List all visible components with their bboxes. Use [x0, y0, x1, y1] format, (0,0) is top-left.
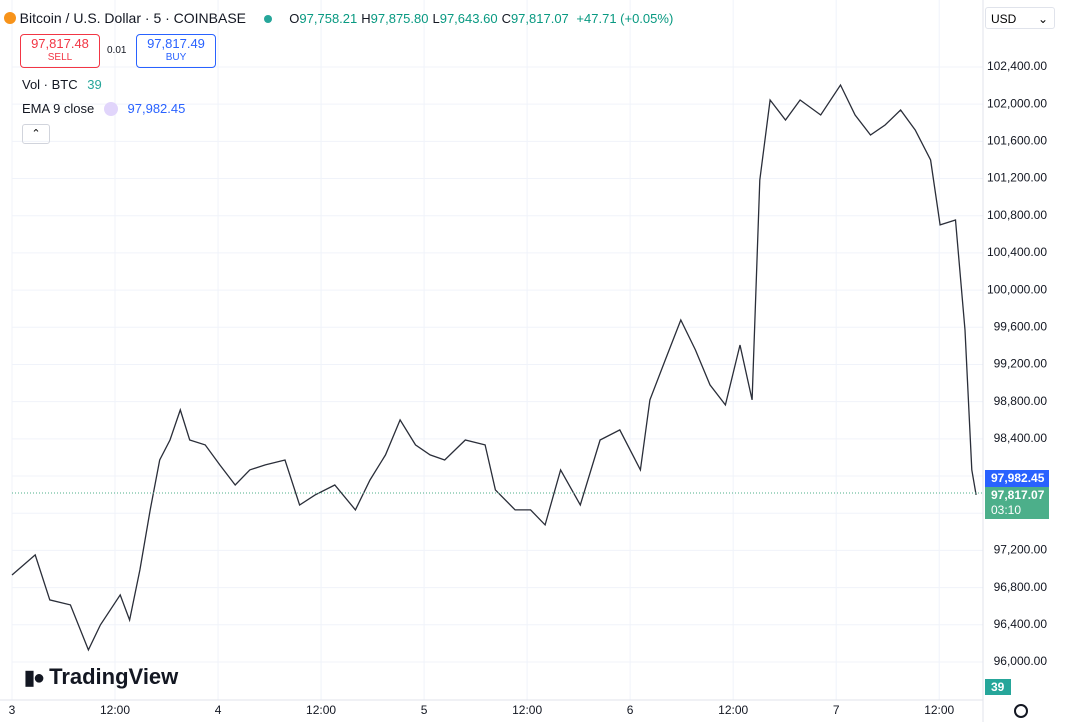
y-tick-label: 96,400.00 — [994, 617, 1048, 631]
x-tick-label: 7 — [833, 703, 840, 717]
y-tick-label: 99,200.00 — [994, 357, 1048, 371]
currency: USD — [991, 12, 1017, 26]
ema-price-badge: 97,982.45 — [985, 469, 1049, 487]
brand-name: TradingView — [49, 664, 179, 689]
y-tick-label: 101,200.00 — [987, 171, 1047, 185]
last-price-badge: 97,817.07 03:10 — [985, 486, 1049, 519]
countdown: 03:10 — [991, 502, 1022, 517]
last-price: 97,817.07 — [991, 487, 1045, 502]
x-tick-label: 4 — [215, 703, 222, 717]
price-line — [11, 83, 977, 652]
y-tick-label: 96,800.00 — [994, 580, 1048, 594]
ohlc-label: C — [501, 11, 511, 26]
y-tick-label: 102,400.00 — [987, 59, 1047, 73]
settings-button[interactable] — [1014, 704, 1028, 718]
symbol[interactable]: Bitcoin / U.S. Dollar · 5 · COINBASE — [19, 10, 247, 26]
brand-logo: ▮● — [24, 667, 45, 689]
buy-button[interactable]: 97,817.49 BUY — [136, 34, 216, 68]
brand: ▮● TradingView — [24, 664, 178, 690]
y-tick-label: 102,000.00 — [987, 96, 1047, 110]
volume-legend: Vol · BTC 39 — [22, 77, 102, 92]
ohlc-label: H — [361, 11, 371, 26]
ema-icon[interactable] — [103, 102, 118, 116]
sell-button[interactable]: 97,817.48 SELL — [20, 34, 100, 68]
y-tick-label: 101,600.00 — [987, 134, 1047, 148]
buy-price: 97,817.49 — [147, 36, 205, 51]
y-tick-label: 97,200.00 — [994, 543, 1048, 557]
y-tick-label: 99,600.00 — [994, 319, 1048, 333]
y-tick-label: 96,000.00 — [994, 654, 1048, 668]
ohlc-item: L97,643.60 — [432, 11, 497, 26]
volume-label: Vol · BTC — [22, 77, 78, 92]
y-tick-label: 100,000.00 — [987, 282, 1047, 296]
coin-icon — [4, 12, 16, 24]
x-tick-label: 5 — [421, 703, 428, 717]
x-tick-label: 12:00 — [100, 703, 130, 717]
y-tick-label: 98,800.00 — [994, 394, 1048, 408]
x-tick-label: 12:00 — [512, 703, 542, 717]
x-tick-label: 3 — [9, 703, 16, 717]
spread: 0.01 — [107, 45, 127, 56]
x-tick-label: 6 — [627, 703, 634, 717]
sell-price: 97,817.48 — [31, 36, 89, 51]
ohlc-value: 97,875.80 — [370, 11, 429, 26]
ohlc-item: C97,817.07 — [502, 11, 569, 26]
collapse-button[interactable]: ⌃ — [22, 124, 50, 144]
ema-value: 97,982.45 — [127, 101, 186, 116]
volume-value: 39 — [87, 77, 102, 92]
change: +47.71 (+0.05%) — [576, 11, 674, 26]
x-tick-label: 12:00 — [718, 703, 748, 717]
ohlc-value: 97,758.21 — [299, 11, 358, 26]
ohlc-item: O97,758.21 — [289, 11, 357, 26]
sell-label: SELL — [47, 52, 73, 63]
ohlc-value: 97,643.60 — [439, 11, 498, 26]
y-tick-label: 98,400.00 — [994, 431, 1048, 445]
x-tick-label: 12:00 — [924, 703, 954, 717]
status-dot — [263, 15, 272, 23]
header: Bitcoin / U.S. Dollar · 5 · COINBASE O97… — [4, 10, 673, 26]
ema-label: EMA 9 close — [22, 101, 95, 116]
y-tick-label: 100,400.00 — [987, 245, 1047, 259]
y-tick-label: 100,800.00 — [987, 208, 1047, 222]
ohlc-label: L — [432, 11, 440, 26]
ema-legend: EMA 9 close 97,982.45 — [22, 101, 185, 116]
currency-select[interactable]: USD ⌄ — [985, 7, 1055, 29]
ohlc-label: O — [289, 11, 300, 26]
ohlc: O97,758.21 H97,875.80 L97,643.60 C97,817.07 — [289, 11, 573, 26]
ohlc-item: H97,875.80 — [361, 11, 428, 26]
volume-badge: 39 — [985, 679, 1011, 695]
buy-label: BUY — [165, 52, 187, 63]
x-tick-label: 12:00 — [306, 703, 336, 717]
ohlc-value: 97,817.07 — [510, 11, 569, 26]
dropdown-arrow: ⌄ — [1037, 12, 1048, 26]
